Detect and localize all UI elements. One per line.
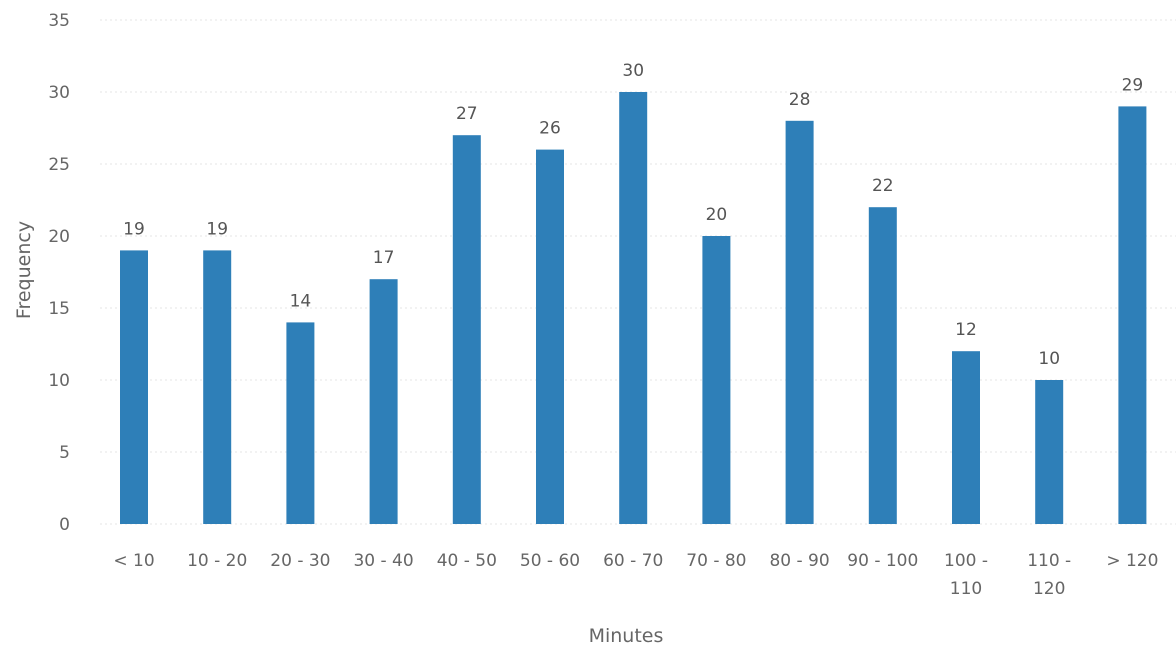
bar xyxy=(1118,106,1147,525)
bar xyxy=(952,351,980,524)
bar xyxy=(120,250,148,524)
x-category-label: 90 - 100 xyxy=(847,551,918,571)
x-category-label: 100 -110 xyxy=(944,551,988,599)
gridlines xyxy=(100,19,1176,525)
y-tick-label: 5 xyxy=(59,443,70,463)
y-tick-label: 25 xyxy=(48,155,70,175)
bar xyxy=(286,322,315,524)
data-label: 20 xyxy=(706,205,728,225)
x-axis-title: Minutes xyxy=(589,625,664,647)
data-label: 19 xyxy=(206,219,228,239)
y-tick-label: 0 xyxy=(59,515,70,535)
x-category-label: > 120 xyxy=(1106,551,1158,571)
x-category-label: 10 - 20 xyxy=(187,551,247,571)
x-category-label: 110 -120 xyxy=(1027,551,1071,599)
x-category-label: 20 - 30 xyxy=(270,551,330,571)
bar xyxy=(868,207,897,524)
x-category-label: < 10 xyxy=(113,551,154,571)
y-tick-label: 15 xyxy=(48,299,70,319)
y-tick-label: 30 xyxy=(48,83,70,103)
y-tick-label: 10 xyxy=(48,371,70,391)
bars xyxy=(120,92,1147,525)
data-label: 27 xyxy=(456,104,478,124)
data-label: 30 xyxy=(622,61,644,81)
data-label: 22 xyxy=(872,176,894,196)
x-axis-categories: < 10 10 - 20 20 - 30 30 - 40 40 - 50 50 - 60 6… xyxy=(113,551,1158,599)
data-label: 14 xyxy=(290,291,312,311)
x-category-label: 50 - 60 xyxy=(520,551,580,571)
x-category-label: 30 - 40 xyxy=(353,551,413,571)
bar xyxy=(452,135,481,524)
bar xyxy=(369,279,398,524)
x-category-label: 40 - 50 xyxy=(437,551,497,571)
bar xyxy=(536,149,564,524)
data-label: 19 xyxy=(123,219,145,239)
x-category-label: 60 - 70 xyxy=(603,551,663,571)
data-label: 28 xyxy=(789,90,811,110)
bar xyxy=(203,250,232,524)
bar xyxy=(619,92,648,524)
y-tick-label: 35 xyxy=(48,11,70,31)
bar xyxy=(702,236,731,524)
y-axis-ticks: 0 5 10 15 20 25 30 35 xyxy=(48,11,70,535)
bar xyxy=(1035,380,1064,524)
data-labels: 19 19 14 17 27 26 30 20 28 22 12 10 29 xyxy=(123,61,1143,369)
data-label: 29 xyxy=(1122,75,1144,95)
data-label: 10 xyxy=(1038,349,1060,369)
y-tick-label: 20 xyxy=(48,227,70,247)
bar xyxy=(785,120,814,525)
data-label: 12 xyxy=(955,320,977,340)
y-axis-title: Frequency xyxy=(13,221,35,319)
data-label: 26 xyxy=(539,119,561,139)
data-label: 17 xyxy=(373,248,395,268)
x-category-label: 80 - 90 xyxy=(769,551,829,571)
x-category-label: 70 - 80 xyxy=(686,551,746,571)
